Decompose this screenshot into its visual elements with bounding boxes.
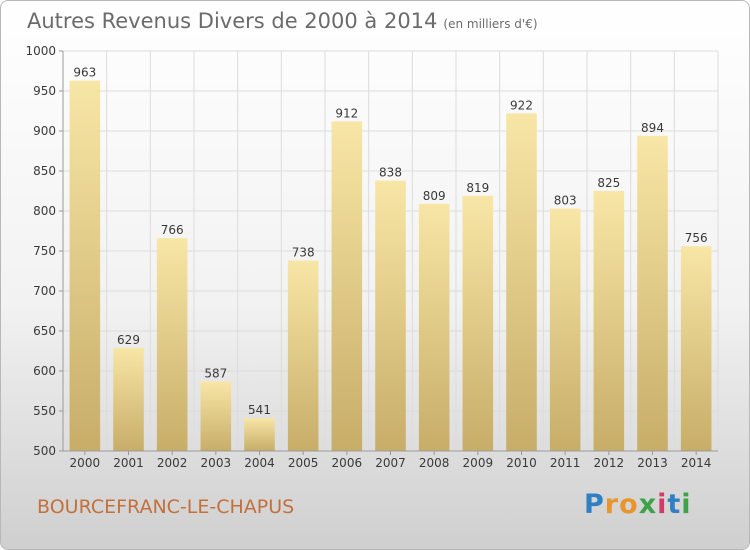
bar-value-label: 912 xyxy=(335,106,358,120)
chart-subtitle: (en milliers d'€) xyxy=(443,17,538,31)
logo-letter: x xyxy=(638,489,658,520)
y-tick-label: 550 xyxy=(33,404,56,418)
y-tick-label: 650 xyxy=(33,324,56,338)
bar-2011 xyxy=(549,208,581,451)
bar-2008 xyxy=(418,203,450,451)
commune-name: BOURCEFRANC-LE-CHAPUS xyxy=(37,496,295,518)
bar-value-label: 587 xyxy=(204,366,227,380)
bar-value-label: 838 xyxy=(379,166,402,180)
logo-letter: i xyxy=(681,489,692,520)
axes: 500 550 600 650 700 750 800 850 900 950 1000 2000 20… xyxy=(25,44,718,470)
y-tick-label: 750 xyxy=(33,244,56,258)
bars: 963 629 766 587 541 738 912 838 809 819 922 803 825 8… xyxy=(69,66,712,452)
x-tick-label: 2011 xyxy=(550,456,581,470)
bar-2014 xyxy=(680,246,712,451)
logo-letter: i xyxy=(657,489,668,520)
bar-value-label: 963 xyxy=(73,66,96,80)
x-tick-label: 2009 xyxy=(463,456,494,470)
logo-letter: r xyxy=(604,489,620,520)
bar-value-label: 819 xyxy=(466,181,489,195)
bar-2002 xyxy=(156,238,188,451)
x-tick-label: 2003 xyxy=(201,456,232,470)
bar-value-label: 756 xyxy=(685,231,708,245)
bar-2010 xyxy=(506,113,537,452)
y-tick-label: 850 xyxy=(33,164,56,178)
y-tick-label: 500 xyxy=(33,444,56,458)
bar-value-label: 894 xyxy=(641,121,664,135)
bar-2000 xyxy=(69,80,101,451)
y-tick-label: 700 xyxy=(33,284,56,298)
x-tick-label: 2004 xyxy=(244,456,275,470)
x-tick-label: 2007 xyxy=(375,456,406,470)
x-tick-label: 2005 xyxy=(288,456,319,470)
chart-title: Autres Revenus Divers de 2000 à 2014 xyxy=(27,9,438,33)
y-tick-label: 600 xyxy=(33,364,56,378)
x-tick-label: 2013 xyxy=(637,456,668,470)
bar-value-label: 629 xyxy=(117,333,140,347)
y-tick-label: 800 xyxy=(33,204,56,218)
bar-value-label: 541 xyxy=(248,403,271,417)
bar-value-label: 922 xyxy=(510,98,533,112)
x-tick-label: 2001 xyxy=(113,456,144,470)
proxiti-logo: Proxiti xyxy=(584,489,692,520)
bar-2004 xyxy=(244,418,275,451)
bar-2001 xyxy=(113,347,144,451)
x-tick-label: 2002 xyxy=(157,456,188,470)
logo-letter: t xyxy=(667,489,682,520)
bar-value-label: 766 xyxy=(161,223,184,237)
logo-letter: P xyxy=(584,489,605,520)
x-tick-label: 2006 xyxy=(332,456,363,470)
bar-value-label: 738 xyxy=(292,246,315,260)
bar-2005 xyxy=(287,260,319,451)
bar-2013 xyxy=(637,135,668,452)
bar-value-label: 825 xyxy=(597,176,620,190)
y-tick-label: 1000 xyxy=(25,44,56,58)
x-tick-label: 2012 xyxy=(594,456,625,470)
bar-2009 xyxy=(462,195,494,451)
y-tick-label: 900 xyxy=(33,124,56,138)
x-tick-label: 2008 xyxy=(419,456,450,470)
bar-2006 xyxy=(331,121,363,452)
x-tick-label: 2010 xyxy=(506,456,537,470)
x-tick-label: 2014 xyxy=(681,456,712,470)
bar-value-label: 803 xyxy=(554,194,577,208)
logo-letter: o xyxy=(619,489,639,520)
x-tick-label: 2000 xyxy=(70,456,101,470)
bar-2007 xyxy=(375,180,406,451)
bar-2003 xyxy=(200,381,232,451)
y-tick-label: 950 xyxy=(33,84,56,98)
chart-title-block: Autres Revenus Divers de 2000 à 2014 (en … xyxy=(27,9,538,33)
bar-value-label: 809 xyxy=(423,189,446,203)
bar-2012 xyxy=(593,191,625,451)
